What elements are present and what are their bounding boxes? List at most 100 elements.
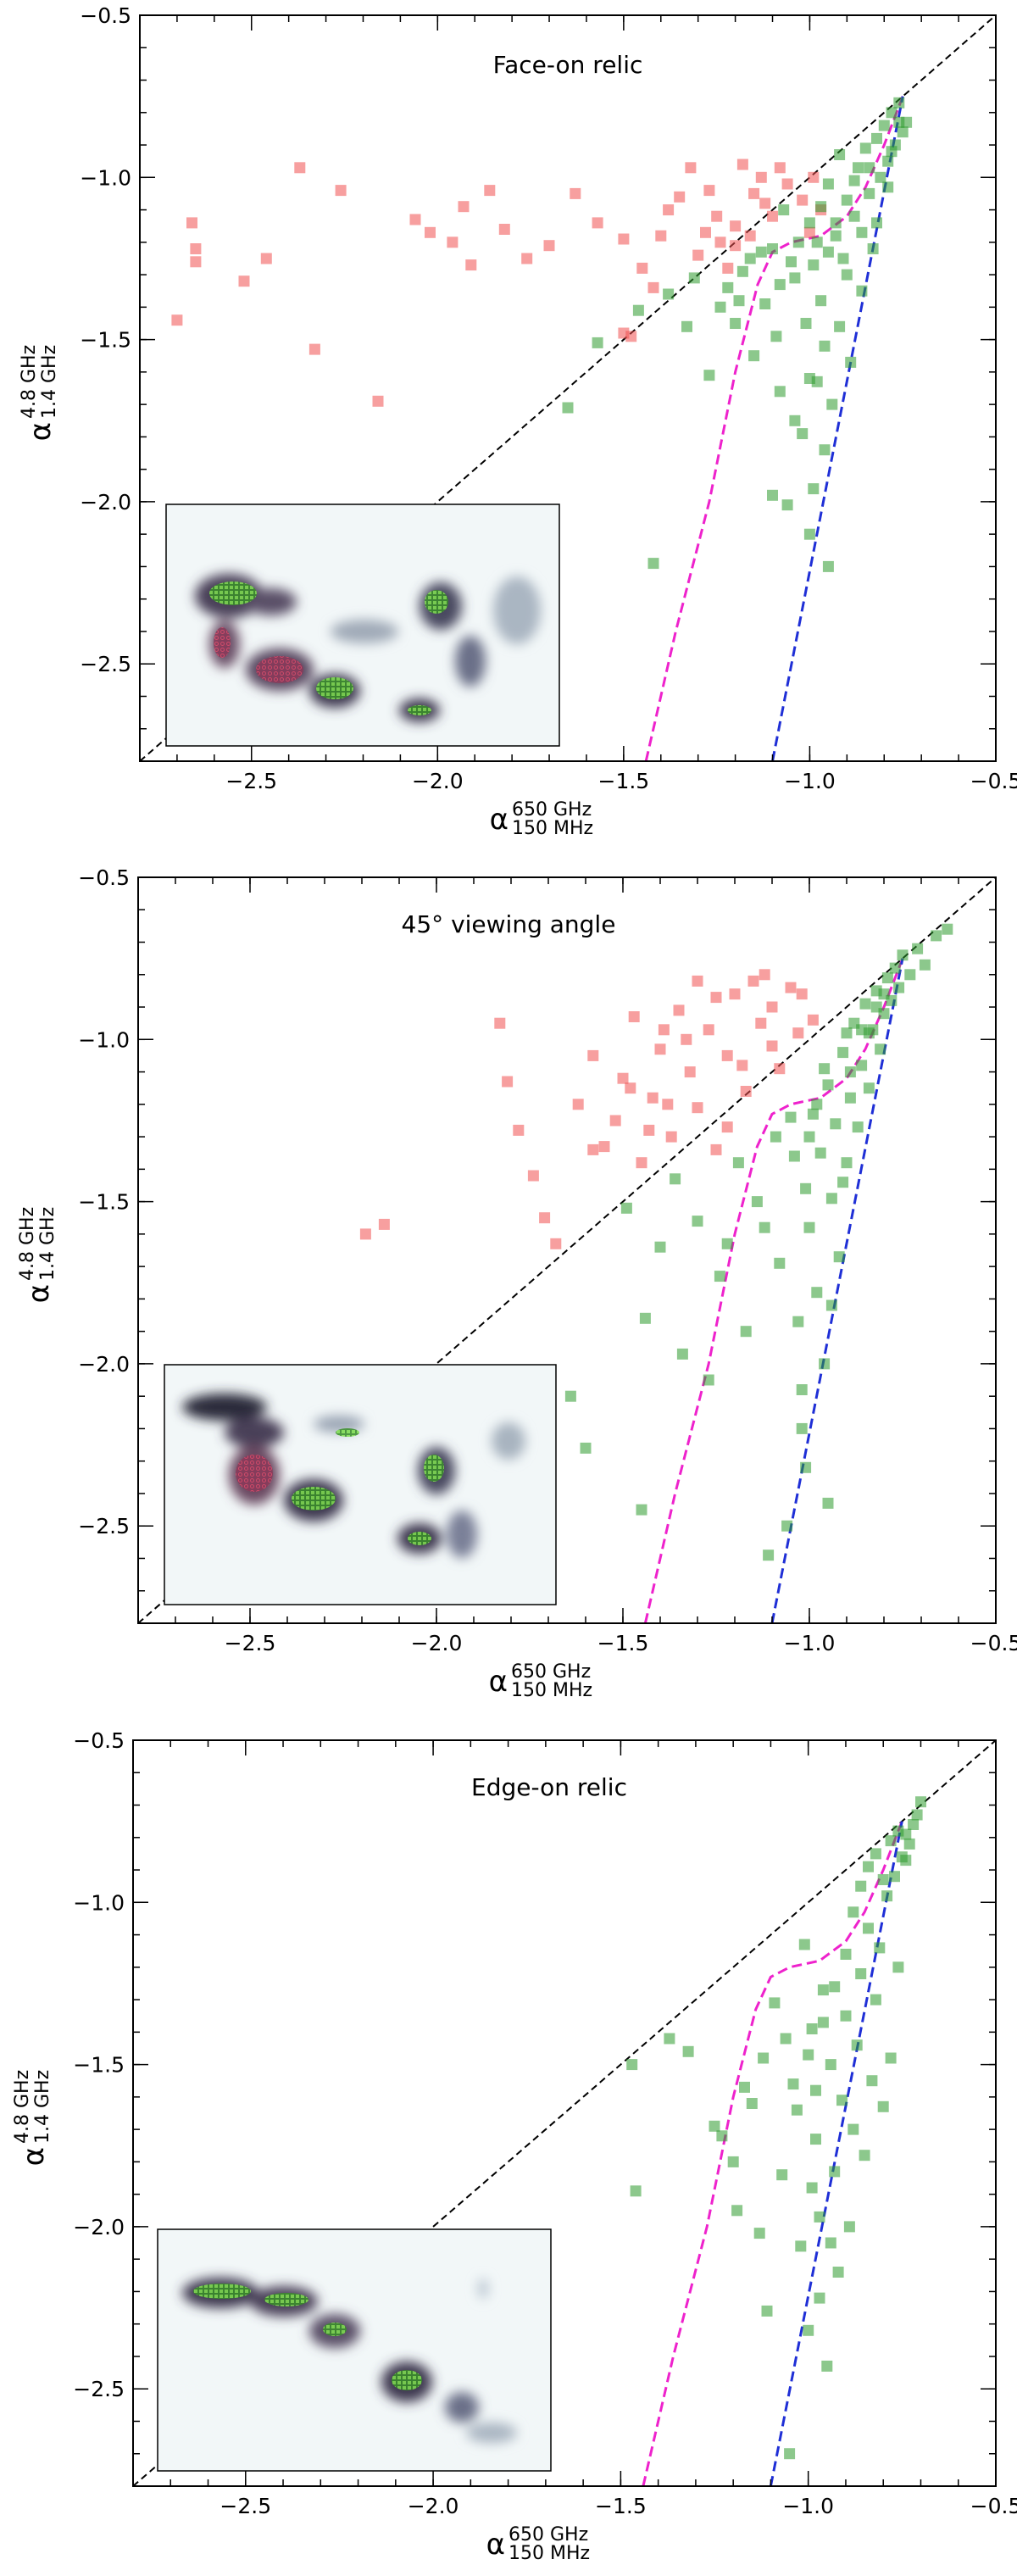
point-green [867,243,879,254]
point-red [692,975,703,987]
point-green [834,320,846,332]
point-green [855,1880,867,1892]
point-green [803,2324,814,2336]
point-green [870,1994,881,2006]
point-red [673,1004,685,1016]
point-green [826,398,838,410]
point-green [632,304,644,316]
point-green [670,1173,681,1185]
point-green [856,285,868,297]
point-green [703,1374,714,1386]
point-green [797,428,809,440]
point-green [647,558,659,570]
point-green [759,298,771,309]
point-red [502,1076,514,1088]
point-green [800,318,812,329]
point-red [260,253,272,264]
point-red [747,975,759,987]
point-green [592,337,603,348]
point-green [845,356,857,368]
point-green [620,1202,632,1214]
point-green [564,1390,576,1402]
point-green [893,97,905,108]
point-green [853,162,864,174]
point-green [788,1150,800,1162]
y-tick-label: −0.5 [78,865,130,890]
point-green [746,2098,758,2109]
line-blue-model [771,96,904,762]
point-red [409,214,421,225]
point-green [580,1442,592,1454]
point-green [786,256,797,268]
point-green [692,1216,703,1227]
point-green [676,1348,688,1360]
x-tick-label: −2.5 [225,769,277,793]
point-green [688,272,700,284]
point-green [870,1848,881,1860]
point-red [425,226,436,238]
point-green [755,246,767,258]
point-green [792,1316,804,1327]
x-label-sup: 650 GHz [508,2524,588,2545]
point-red [759,969,770,981]
panel-title: Face-on relic [493,51,643,79]
point-green [733,295,745,307]
point-green [856,1060,868,1071]
point-green [722,281,734,293]
point-red [710,1143,722,1155]
point-green [886,146,898,158]
point-green [821,2360,833,2372]
point-red [527,1170,539,1182]
point-red [308,343,320,355]
point-red [655,230,667,242]
inset-image-45-degree [164,1364,557,1605]
point-red [692,1102,703,1114]
y-label-sup: 4.8 GHz [12,2070,33,2144]
x-tick-label: −2.0 [412,769,464,793]
point-green [822,1079,834,1091]
point-red [700,226,711,238]
point-red [647,281,659,293]
x-label-sup: 650 GHz [512,799,592,821]
point-red [539,1212,551,1224]
inset-image-face-on [165,504,560,747]
point-red [513,1124,525,1136]
point-green [819,444,831,456]
y-tick-label: −2.0 [80,490,131,515]
point-green [778,204,790,216]
point-red [447,236,458,248]
point-green [855,1968,867,1979]
point-green [893,982,905,993]
point-green [780,2033,792,2045]
x-tick-label: −1.0 [784,1631,836,1655]
point-green [836,2095,848,2106]
x-label-sub: 150 MHz [511,1680,592,1701]
point-green [819,340,831,352]
point-red [774,162,786,174]
point-green [841,194,853,206]
point-green [848,2123,859,2135]
point-red [587,1049,599,1061]
point-green [886,107,898,119]
point-green [636,1504,647,1516]
y-tick-label: −0.5 [80,3,131,28]
point-green [664,2033,675,2045]
point-green [844,1066,856,1078]
point-green [885,2052,897,2064]
point-red [710,992,722,1004]
point-green [864,187,875,199]
point-green [863,1861,874,1872]
point-green [562,402,574,414]
point-green [863,1027,875,1039]
point-green [931,930,942,942]
point-red [498,224,510,235]
y-label-sub: 1.4 GHz [32,2070,53,2144]
point-red [587,1143,599,1155]
y-label-group: α 4.8 GHz 1.4 GHz [12,2070,53,2167]
point-green [841,1027,853,1039]
x-label-sup: 650 GHz [511,1661,591,1683]
point-green [822,246,834,258]
point-green [897,126,909,138]
x-label-sub: 150 MHz [512,818,593,839]
